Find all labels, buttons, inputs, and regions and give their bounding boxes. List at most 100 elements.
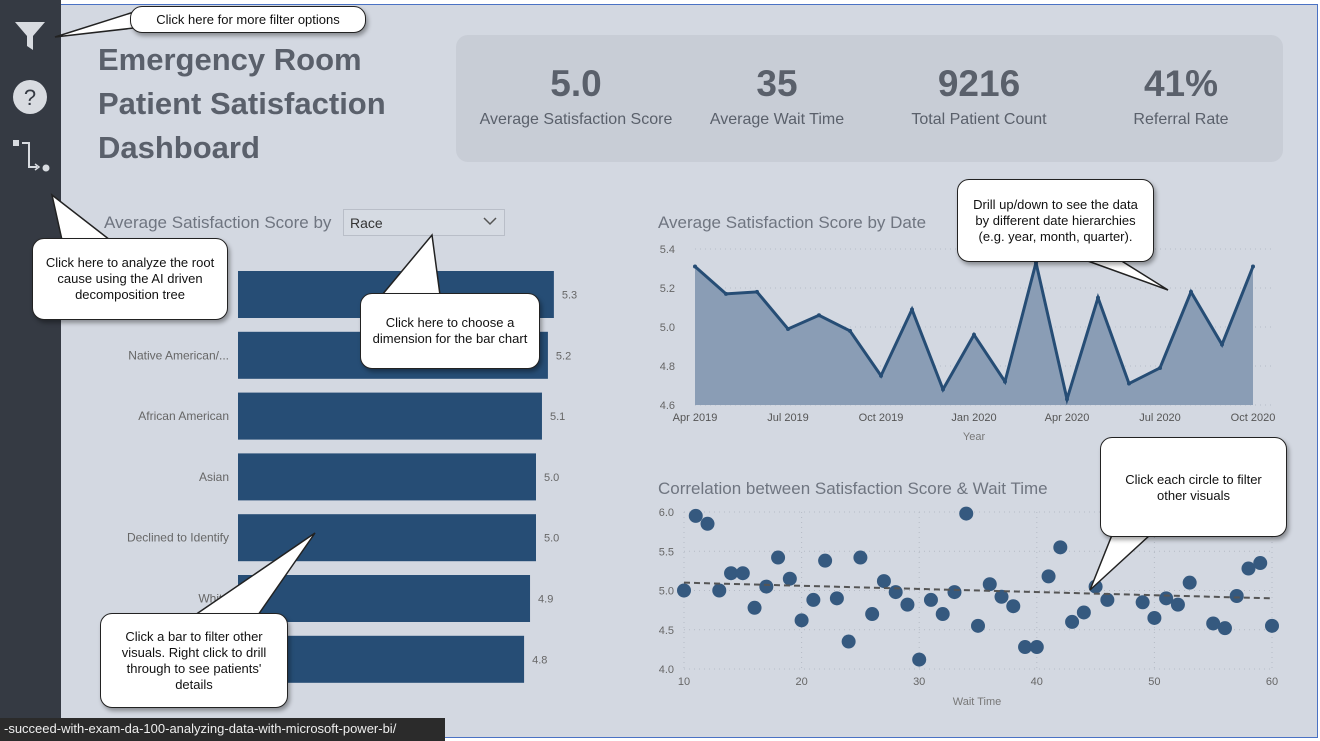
scatter-point[interactable] — [947, 585, 962, 600]
scatter-point[interactable] — [935, 607, 950, 622]
data-point[interactable] — [1096, 295, 1100, 300]
scatter-point[interactable] — [971, 618, 985, 633]
scatter-point[interactable] — [841, 634, 856, 649]
scatter-point[interactable] — [1029, 640, 1044, 655]
scatter-point[interactable] — [700, 516, 715, 531]
scatter-point[interactable] — [1135, 595, 1150, 610]
x-tick-label: 10 — [678, 676, 690, 688]
data-point[interactable] — [910, 307, 914, 312]
scatter-point[interactable] — [853, 550, 868, 565]
data-point[interactable] — [1158, 365, 1162, 370]
data-point[interactable] — [693, 264, 697, 269]
y-tick-label: 5.0 — [660, 322, 675, 334]
scatter-point[interactable] — [959, 506, 974, 521]
decomposition-tree-icon[interactable] — [12, 138, 50, 174]
scatter-point[interactable] — [771, 550, 786, 565]
bar-category-label: Native American/... — [128, 348, 229, 362]
data-point[interactable] — [1189, 289, 1193, 294]
data-point[interactable] — [848, 328, 852, 333]
scatter-chart-title: Correlation between Satisfaction Score &… — [658, 479, 1048, 498]
scatter-point[interactable] — [806, 592, 821, 607]
scatter-point[interactable] — [994, 589, 1009, 604]
scatter-point[interactable] — [900, 597, 915, 612]
kpi-value: 5.0 — [550, 63, 602, 104]
x-tick-label: Jul 2020 — [1139, 412, 1181, 424]
status-bar-url: -succeed-with-exam-da-100-analyzing-data… — [0, 718, 445, 741]
scatter-point[interactable] — [829, 591, 844, 606]
kpi-value: 41% — [1143, 63, 1219, 104]
scatter-point[interactable] — [1065, 614, 1080, 629]
data-point[interactable] — [817, 313, 821, 318]
svg-text:?: ? — [24, 85, 36, 110]
bar-category-label: White — [198, 592, 229, 606]
scatter-point[interactable] — [865, 607, 880, 622]
kpi-value: 35 — [756, 63, 798, 104]
scatter-point[interactable] — [1018, 640, 1033, 655]
scatter-point[interactable] — [1088, 579, 1103, 594]
scatter-point[interactable] — [794, 613, 809, 628]
scatter-point[interactable] — [1229, 588, 1244, 603]
x-tick-label: Jan 2020 — [951, 412, 996, 424]
data-point[interactable] — [941, 387, 945, 392]
y-tick-label: 4.6 — [660, 400, 675, 412]
bar[interactable] — [238, 453, 536, 501]
data-point[interactable] — [724, 291, 728, 296]
scatter-point[interactable] — [1253, 556, 1268, 571]
scatter-point[interactable] — [688, 508, 703, 523]
scatter-point[interactable] — [677, 583, 691, 598]
scatter-point[interactable] — [1100, 592, 1115, 607]
scatter-point[interactable] — [1112, 540, 1127, 555]
scatter-point[interactable] — [759, 579, 774, 594]
scatter-point[interactable] — [1170, 597, 1185, 612]
bar[interactable] — [238, 392, 542, 440]
scatter-point[interactable] — [912, 652, 927, 667]
data-point[interactable] — [1003, 379, 1007, 384]
scatter-point[interactable] — [735, 566, 750, 581]
scatter-point[interactable] — [1241, 561, 1256, 576]
bar-category-label: African American — [138, 409, 229, 423]
scatter-point[interactable] — [1053, 540, 1068, 555]
scatter-point[interactable] — [1006, 599, 1021, 614]
bar[interactable] — [238, 514, 536, 562]
data-point[interactable] — [755, 289, 759, 294]
y-tick-label: 5.5 — [659, 546, 674, 558]
bar-category-label: Asian — [199, 470, 229, 484]
y-tick-label: 4.0 — [659, 664, 674, 676]
data-point[interactable] — [786, 326, 790, 331]
area-fill — [695, 262, 1253, 405]
bar-value-label: 5.2 — [556, 350, 571, 362]
kpi-card: 41% Referral Rate — [1081, 63, 1281, 129]
data-point[interactable] — [1065, 397, 1069, 402]
x-axis-label: Year — [963, 431, 986, 443]
scatter-point[interactable] — [818, 553, 833, 568]
data-point[interactable] — [1127, 381, 1131, 386]
scatter-point[interactable] — [782, 571, 797, 586]
data-point[interactable] — [879, 373, 883, 378]
filter-icon[interactable] — [12, 18, 48, 54]
scatter-point[interactable] — [1265, 618, 1279, 633]
scatter-point[interactable] — [712, 583, 727, 598]
scatter-point[interactable] — [1206, 616, 1221, 631]
scatter-point[interactable] — [923, 592, 938, 607]
scatter-point[interactable] — [1076, 605, 1091, 620]
x-axis-label: Wait Time — [953, 696, 1002, 708]
x-tick-label: Oct 2020 — [1231, 412, 1276, 424]
data-point[interactable] — [1220, 342, 1224, 347]
scatter-point[interactable] — [1182, 575, 1197, 590]
callout-circle: Click each circle to filter other visual… — [1100, 437, 1287, 537]
help-icon[interactable]: ? — [12, 79, 48, 115]
scatter-point[interactable] — [1147, 610, 1162, 625]
x-tick-label: Oct 2019 — [859, 412, 904, 424]
scatter-point[interactable] — [888, 585, 903, 600]
scatter-point[interactable] — [982, 577, 997, 592]
data-point[interactable] — [1251, 264, 1255, 269]
scatter-point[interactable] — [1217, 621, 1232, 636]
callout-filter: Click here for more filter options — [130, 6, 366, 33]
scatter-point[interactable] — [724, 566, 739, 581]
x-tick-label: 20 — [795, 676, 807, 688]
line-chart-title: Average Satisfaction Score by Date — [658, 213, 927, 232]
data-point[interactable] — [972, 332, 976, 337]
scatter-point[interactable] — [876, 574, 891, 589]
scatter-point[interactable] — [1041, 569, 1056, 584]
scatter-point[interactable] — [747, 600, 762, 615]
